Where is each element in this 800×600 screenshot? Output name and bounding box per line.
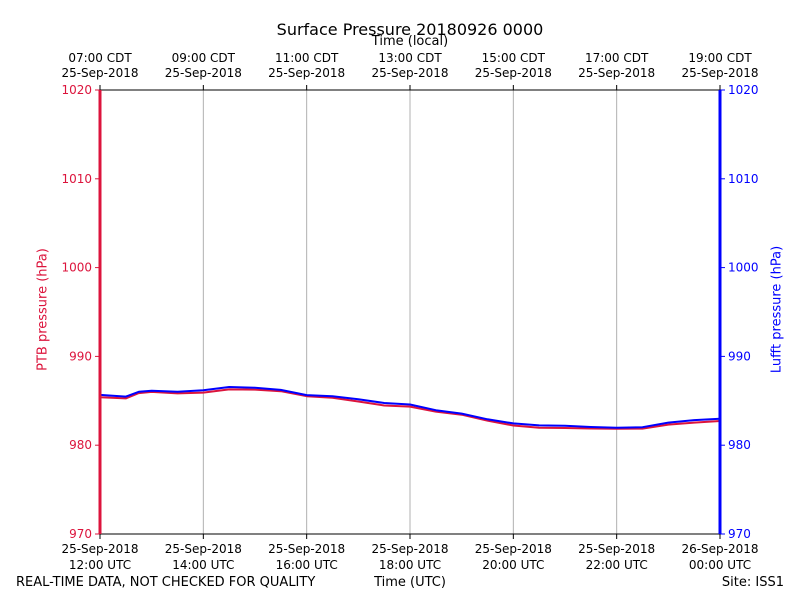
top-x-tick-time: 15:00 CDT [482, 51, 546, 65]
bottom-x-tick-date: 25-Sep-2018 [371, 542, 448, 556]
left-y-tick-label: 1020 [61, 83, 92, 97]
top-x-tick-date: 25-Sep-2018 [578, 66, 655, 80]
right-y-tick-label: 980 [728, 438, 751, 452]
tick-layer: 970 970 980 980 990 990 1000 1000 1010 1010 1020 10… [61, 51, 758, 572]
right-y-tick-label: 990 [728, 349, 751, 363]
top-x-tick-time: 19:00 CDT [688, 51, 752, 65]
right-y-tick-label: 1010 [728, 172, 759, 186]
bottom-x-tick-date: 25-Sep-2018 [165, 542, 242, 556]
top-x-tick-date: 25-Sep-2018 [371, 66, 448, 80]
chart-title: Surface Pressure 20180926 0000 [276, 20, 544, 39]
site-label: Site: ISS1 [721, 575, 784, 590]
bottom-x-tick-time: 22:00 UTC [586, 558, 648, 572]
series-line-lufft [99, 386, 721, 429]
top-x-tick-date: 25-Sep-2018 [475, 66, 552, 80]
top-x-tick-time: 13:00 CDT [378, 51, 442, 65]
top-x-tick-time: 17:00 CDT [585, 51, 649, 65]
right-y-tick-label: 1000 [728, 261, 759, 275]
top-x-tick-time: 09:00 CDT [172, 51, 236, 65]
right-y-tick-label: 1020 [728, 83, 759, 97]
bottom-axis-label: Time (UTC) [374, 575, 446, 590]
bottom-x-tick-date: 25-Sep-2018 [268, 542, 345, 556]
bottom-x-tick-time: 18:00 UTC [379, 558, 441, 572]
bottom-x-tick-time: 00:00 UTC [689, 558, 751, 572]
top-x-tick-date: 25-Sep-2018 [61, 66, 138, 80]
vertical-grid [202, 90, 618, 534]
top-axis-label: Time (local) [371, 34, 449, 49]
left-axis-label: PTB pressure (hPa) [35, 248, 51, 371]
series-layer [99, 386, 721, 430]
top-x-tick-date: 25-Sep-2018 [165, 66, 242, 80]
series-line-ptb [99, 388, 721, 430]
left-y-tick-label: 980 [69, 438, 92, 452]
left-y-tick-label: 990 [69, 349, 92, 363]
top-x-tick-time: 11:00 CDT [275, 51, 339, 65]
bottom-x-tick-time: 12:00 UTC [69, 558, 131, 572]
left-y-tick-label: 970 [69, 527, 92, 541]
top-x-tick-date: 25-Sep-2018 [268, 66, 345, 80]
left-y-tick-label: 1000 [61, 261, 92, 275]
bottom-x-tick-time: 16:00 UTC [276, 558, 338, 572]
bottom-x-tick-time: 14:00 UTC [172, 558, 234, 572]
bottom-x-tick-date: 25-Sep-2018 [475, 542, 552, 556]
right-y-tick-label: 970 [728, 527, 751, 541]
left-y-tick-label: 1010 [61, 172, 92, 186]
quality-note: REAL-TIME DATA, NOT CHECKED FOR QUALITY [16, 575, 316, 590]
bottom-x-tick-time: 20:00 UTC [482, 558, 544, 572]
bottom-x-tick-date: 26-Sep-2018 [681, 542, 758, 556]
top-x-tick-time: 07:00 CDT [68, 51, 132, 65]
top-x-tick-date: 25-Sep-2018 [681, 66, 758, 80]
bottom-x-tick-date: 25-Sep-2018 [61, 542, 138, 556]
right-axis-label: Lufft pressure (hPa) [769, 245, 785, 374]
bottom-x-tick-date: 25-Sep-2018 [578, 542, 655, 556]
